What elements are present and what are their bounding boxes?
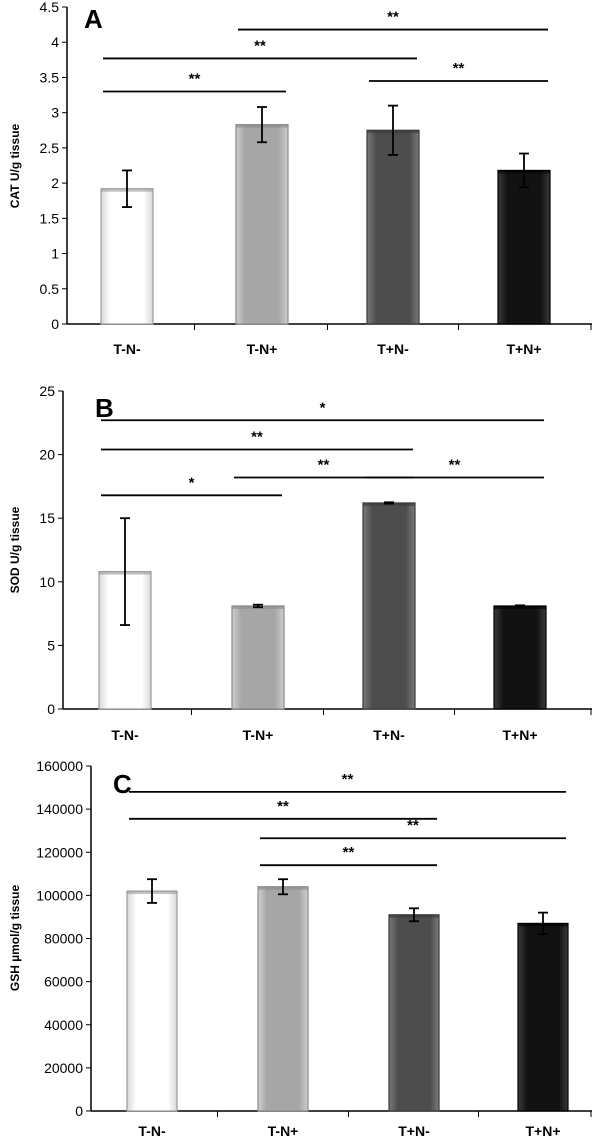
x-tick-label: T-N+ bbox=[247, 341, 278, 357]
panel-a: A CAT U/g tissue 0 0.5 1 1.5 2 2.5 3 3.5 4 4.5 T-N- T… bbox=[0, 0, 596, 370]
y-tick-label: 10 bbox=[39, 574, 55, 590]
significance-label: ** bbox=[453, 60, 465, 77]
y-tick-label: 40000 bbox=[44, 1017, 83, 1033]
bar-T+N- bbox=[388, 914, 440, 1112]
y-tick-label: 2.5 bbox=[40, 140, 60, 156]
y-axis-label: GSH µmol/g tissue bbox=[8, 885, 22, 992]
y-axis-label: SOD U/g tissue bbox=[8, 506, 22, 593]
chart-b: B SOD U/g tissue 0 5 10 15 20 25 T-N- T-N+ T+N- T+N… bbox=[8, 383, 592, 743]
y-tick-label: 3 bbox=[51, 105, 59, 121]
y-tick-label: 120000 bbox=[36, 844, 83, 860]
bar-T+N- bbox=[362, 502, 416, 710]
y-tick-label: 25 bbox=[39, 383, 55, 399]
x-tick-label: T+N+ bbox=[525, 1123, 560, 1139]
x-tick-label: T+N+ bbox=[502, 727, 537, 743]
y-tick-label: 140000 bbox=[36, 801, 83, 817]
y-tick-label: 1 bbox=[51, 246, 59, 262]
chart-c: C GSH µmol/g tissue 0 20000 40000 60000 80000 1… bbox=[8, 758, 592, 1139]
y-tick-label: 60000 bbox=[44, 974, 83, 990]
y-tick-label: 5 bbox=[47, 637, 55, 653]
y-tick-label: 2 bbox=[51, 175, 59, 191]
y-tick-label: 4 bbox=[51, 34, 59, 50]
significance-label: * bbox=[189, 474, 195, 491]
significance-label: ** bbox=[342, 771, 354, 788]
x-tick-label: T-N- bbox=[138, 1123, 166, 1139]
bar-T-N- bbox=[100, 188, 154, 325]
panel-b: B SOD U/g tissue 0 5 10 15 20 25 T-N- T-N+ T+N- T+N… bbox=[0, 370, 596, 755]
x-tick-label: T+N- bbox=[398, 1123, 430, 1139]
y-tick-label: 20 bbox=[39, 447, 55, 463]
bar-T+N+ bbox=[497, 169, 551, 325]
y-tick-label: 3.5 bbox=[40, 69, 60, 85]
x-tick-label: T-N+ bbox=[243, 727, 274, 743]
bar-T+N- bbox=[366, 129, 420, 325]
panel-letter-b: B bbox=[95, 393, 114, 423]
significance-label: ** bbox=[189, 71, 201, 88]
bar-T+N+ bbox=[493, 605, 547, 710]
bar-T-N+ bbox=[231, 605, 285, 710]
significance-label: ** bbox=[343, 844, 355, 861]
x-tick-label: T+N+ bbox=[506, 341, 541, 357]
x-tick-label: T-N- bbox=[113, 341, 141, 357]
y-tick-label: 20000 bbox=[44, 1060, 83, 1076]
significance-label: ** bbox=[254, 37, 266, 54]
x-tick-label: T+N- bbox=[373, 727, 405, 743]
x-tick-label: T+N- bbox=[377, 341, 409, 357]
significance-label: ** bbox=[251, 429, 263, 446]
y-tick-label: 4.5 bbox=[40, 0, 60, 15]
y-tick-label: 15 bbox=[39, 510, 55, 526]
panel-letter-c: C bbox=[113, 769, 132, 799]
y-tick-label: 100000 bbox=[36, 887, 83, 903]
bar-T+N+ bbox=[517, 922, 569, 1112]
y-tick-label: 0 bbox=[51, 316, 59, 332]
significance-label: ** bbox=[318, 456, 330, 473]
y-tick-label: 0.5 bbox=[40, 281, 60, 297]
significance-label: * bbox=[320, 399, 326, 416]
y-tick-label: 160000 bbox=[36, 758, 83, 774]
significance-label: ** bbox=[407, 817, 419, 834]
y-tick-label: 80000 bbox=[44, 931, 83, 947]
panel-c: C GSH µmol/g tissue 0 20000 40000 60000 80000 1… bbox=[0, 755, 596, 1141]
bar-T-N- bbox=[126, 890, 178, 1112]
significance-label: ** bbox=[387, 9, 399, 26]
significance-label: ** bbox=[449, 456, 461, 473]
y-tick-label: 0 bbox=[75, 1103, 83, 1119]
chart-a: A CAT U/g tissue 0 0.5 1 1.5 2 2.5 3 3.5 4 4.5 T-N- T… bbox=[8, 0, 592, 357]
y-tick-label: 0 bbox=[47, 701, 55, 717]
bar-T-N+ bbox=[235, 124, 289, 325]
bar-T-N+ bbox=[257, 886, 309, 1112]
y-axis-label: CAT U/g tissue bbox=[8, 123, 22, 208]
y-tick-label: 1.5 bbox=[40, 210, 60, 226]
significance-label: ** bbox=[277, 798, 289, 815]
panel-letter-a: A bbox=[84, 4, 103, 34]
x-tick-label: T-N+ bbox=[268, 1123, 299, 1139]
x-tick-label: T-N- bbox=[111, 727, 139, 743]
